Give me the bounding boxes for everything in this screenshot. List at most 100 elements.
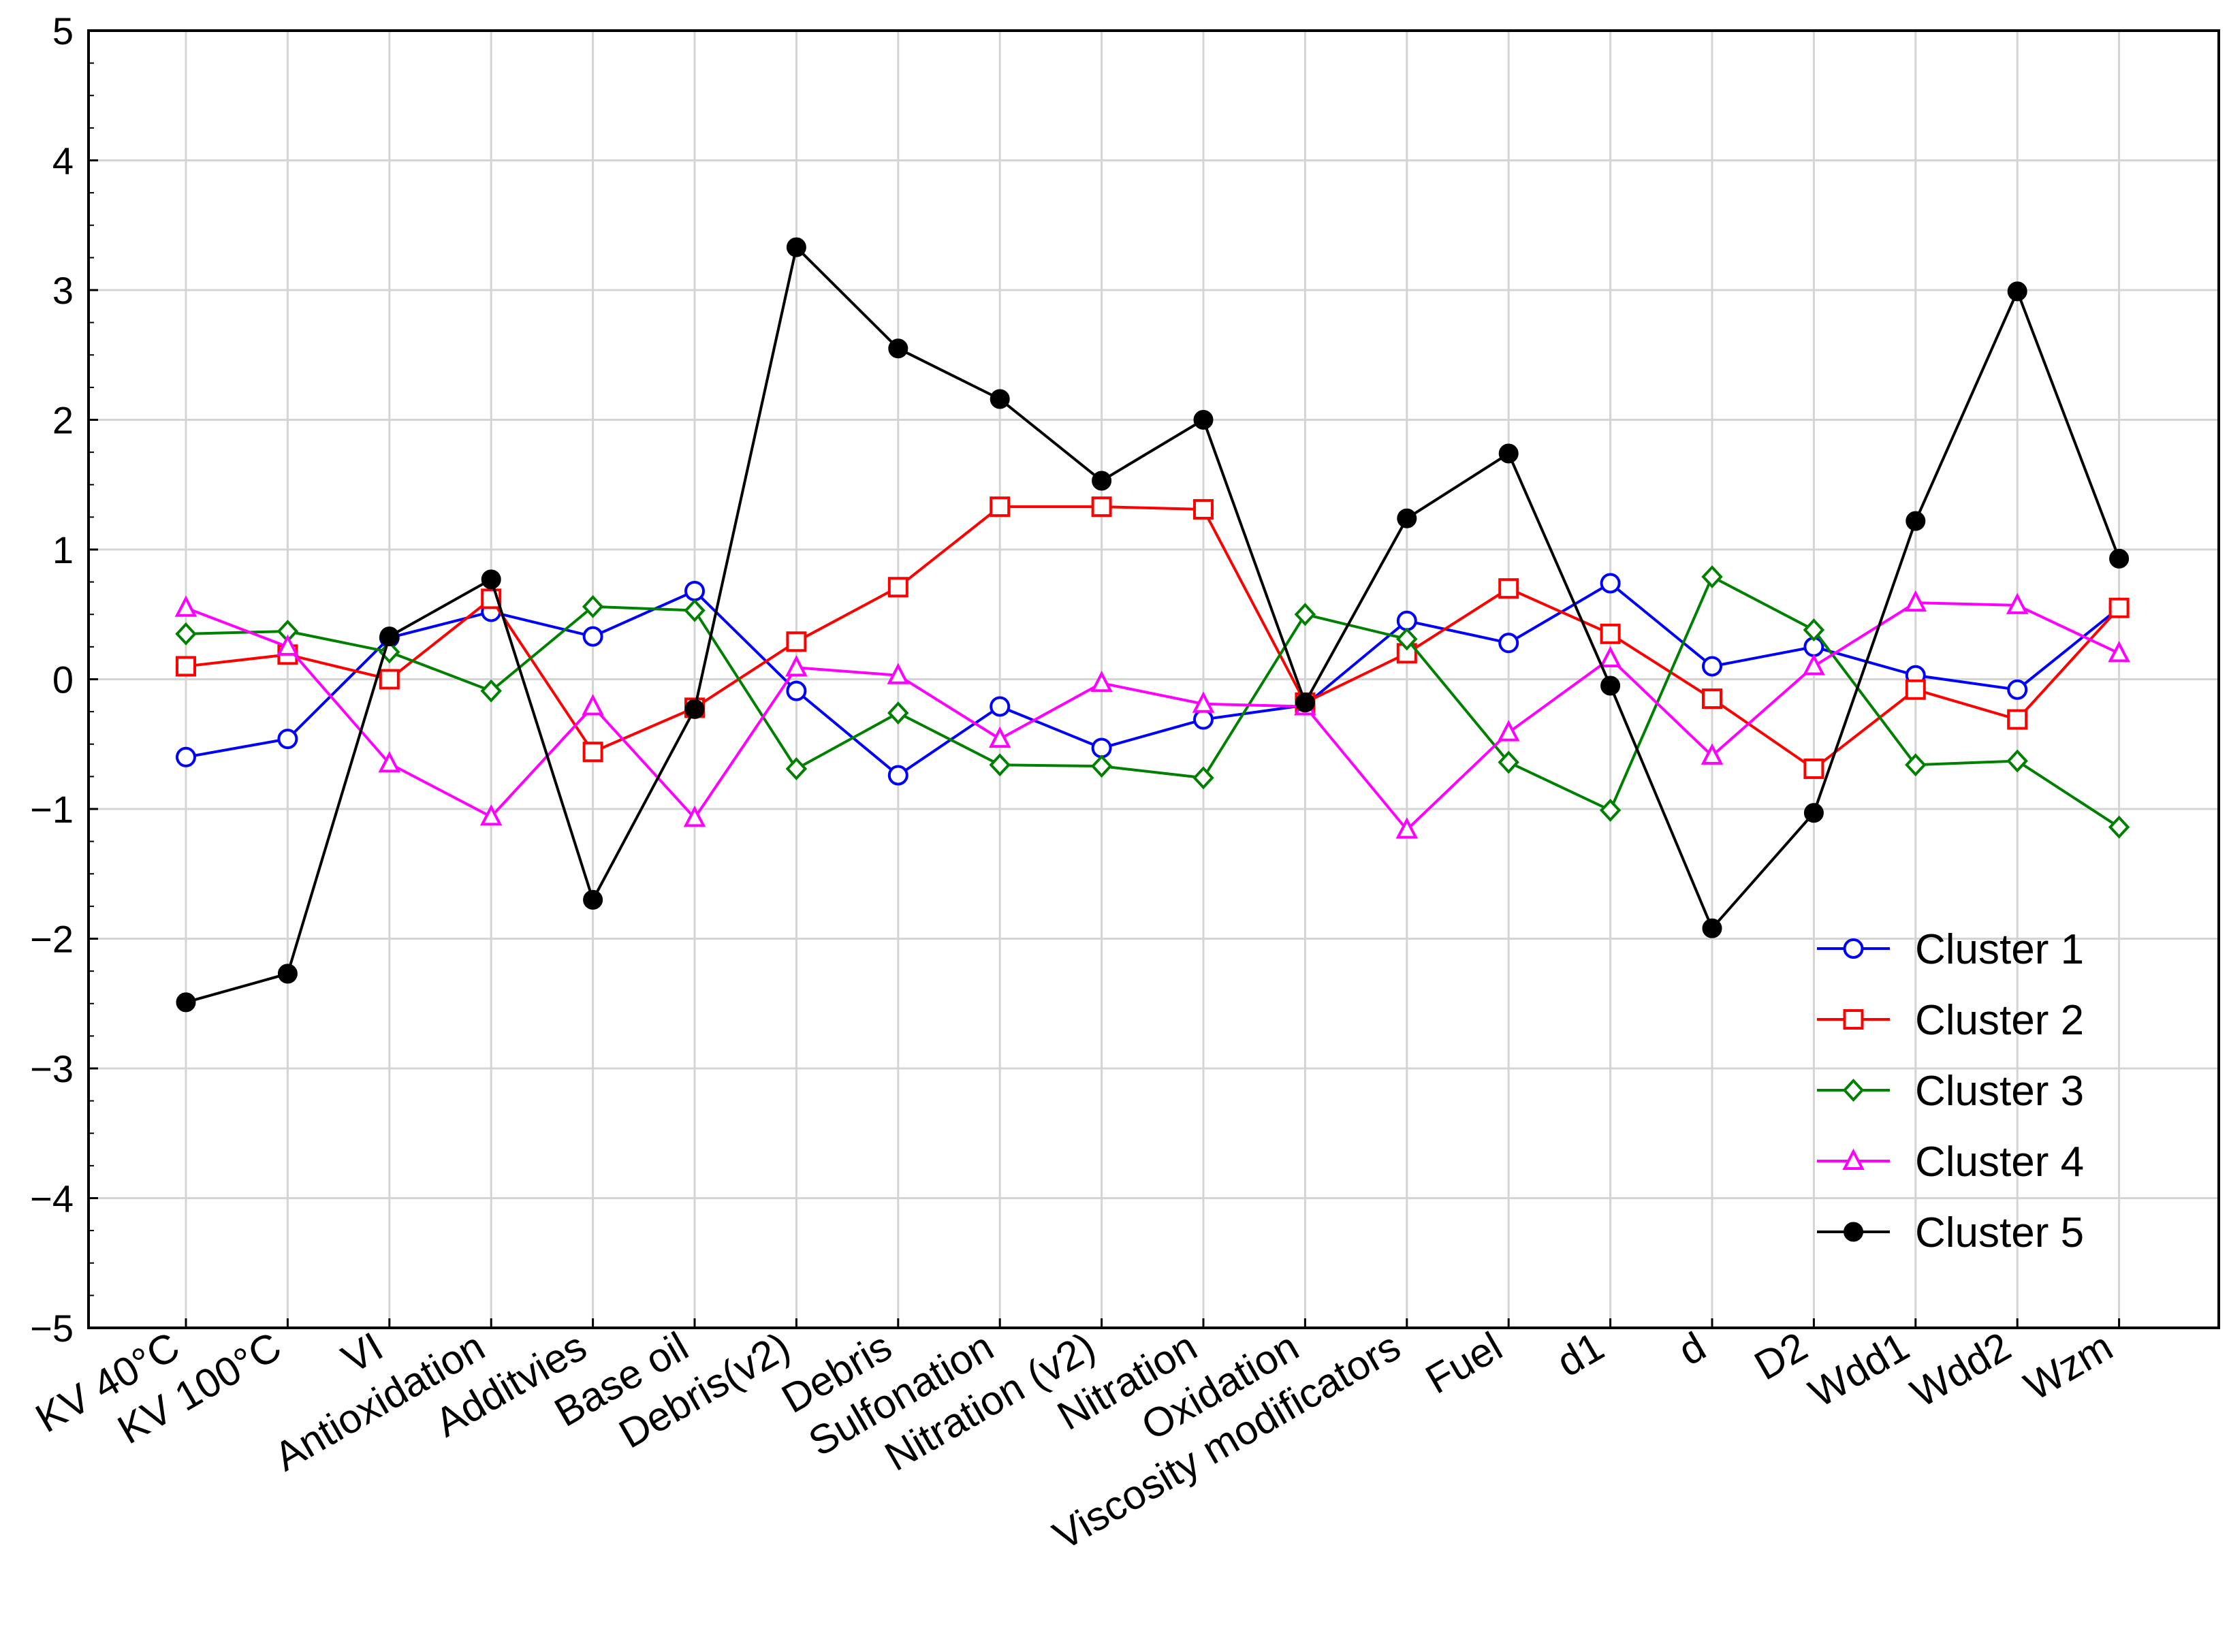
point-cluster-3-debris-v2 bbox=[785, 757, 808, 780]
point-cluster-4-wzm bbox=[2108, 641, 2130, 663]
legend-label: Cluster 2 bbox=[1915, 997, 2084, 1044]
point-cluster-5-d bbox=[1702, 918, 1722, 938]
legend-marker bbox=[1843, 938, 1864, 959]
point-cluster-2-debris bbox=[887, 577, 908, 598]
point-cluster-5-fuel bbox=[1498, 443, 1519, 464]
legend-label: Cluster 5 bbox=[1915, 1209, 2084, 1256]
point-cluster-5-debris bbox=[888, 338, 908, 359]
point-cluster-1-wdd2 bbox=[2007, 679, 2028, 700]
legend-label: Cluster 1 bbox=[1915, 926, 2084, 973]
y-tick-label: 5 bbox=[52, 10, 74, 52]
point-cluster-5-antioxidation bbox=[481, 569, 501, 590]
point-cluster-1-debris-v2 bbox=[786, 680, 807, 701]
point-cluster-5-sulfonation bbox=[990, 389, 1010, 409]
legend-marker bbox=[1842, 1079, 1865, 1102]
point-cluster-3-d bbox=[1701, 565, 1723, 588]
series-line-cluster-4 bbox=[185, 601, 2120, 832]
point-cluster-5-kv-100-c bbox=[277, 964, 298, 984]
point-cluster-4-fuel bbox=[1497, 720, 1520, 742]
point-cluster-1-kv-100-c bbox=[277, 729, 298, 750]
point-cluster-5-wdd2 bbox=[2007, 281, 2027, 302]
legend-label: Cluster 3 bbox=[1915, 1068, 2084, 1115]
point-cluster-4-d1 bbox=[1599, 646, 1622, 668]
y-tick-label: −2 bbox=[30, 918, 74, 961]
point-cluster-2-wzm bbox=[2108, 597, 2130, 618]
point-cluster-4-base-oil bbox=[683, 805, 706, 827]
point-cluster-3-nitration-v2 bbox=[1090, 754, 1113, 778]
legend-item-cluster-5: Cluster 5 bbox=[1817, 1209, 2084, 1256]
point-cluster-1-sulfonation bbox=[990, 696, 1011, 717]
series-cluster-4 bbox=[174, 590, 2130, 839]
y-tick-label: −1 bbox=[30, 788, 74, 831]
point-cluster-2-d bbox=[1702, 688, 1722, 710]
point-cluster-2-nitration bbox=[1193, 498, 1214, 520]
y-tick-label: 2 bbox=[52, 399, 74, 442]
point-cluster-4-d bbox=[1701, 743, 1724, 765]
point-cluster-3-wdd2 bbox=[2006, 749, 2028, 773]
point-cluster-3-kv-40-c bbox=[175, 622, 197, 646]
point-cluster-3-fuel bbox=[1498, 750, 1519, 774]
point-cluster-5-vi bbox=[379, 626, 400, 647]
series-cluster-3 bbox=[175, 565, 2130, 839]
point-cluster-1-nitration bbox=[1193, 709, 1214, 730]
point-cluster-4-nitration bbox=[1192, 691, 1215, 713]
point-cluster-4-debris-v2 bbox=[785, 655, 808, 677]
point-cluster-1-debris bbox=[887, 765, 908, 786]
point-cluster-2-vi bbox=[379, 669, 400, 690]
point-cluster-5-nitration bbox=[1193, 410, 1214, 430]
point-cluster-3-d1 bbox=[1599, 798, 1622, 822]
plot-frame bbox=[87, 29, 2220, 1329]
point-cluster-4-antioxidation bbox=[479, 804, 503, 826]
point-cluster-2-nitration-v2 bbox=[1091, 496, 1112, 518]
point-cluster-3-sulfonation bbox=[989, 753, 1011, 777]
legend-label: Cluster 4 bbox=[1915, 1139, 2084, 1186]
point-cluster-5-d1 bbox=[1600, 676, 1621, 696]
y-tick-label: 1 bbox=[52, 528, 74, 571]
point-cluster-4-vi bbox=[378, 750, 401, 773]
point-cluster-1-fuel bbox=[1498, 633, 1519, 654]
point-cluster-5-nitration-v2 bbox=[1092, 471, 1112, 491]
point-cluster-5-debris-v2 bbox=[786, 237, 806, 257]
point-cluster-3-nitration bbox=[1192, 766, 1214, 790]
legend-marker bbox=[1843, 1009, 1864, 1030]
point-cluster-4-sulfonation bbox=[988, 726, 1011, 748]
point-cluster-3-viscosity-modificators bbox=[1396, 627, 1418, 651]
point-cluster-3-wdd1 bbox=[1905, 753, 1927, 777]
legend-item-cluster-3: Cluster 3 bbox=[1817, 1068, 2084, 1115]
y-tick-label: 0 bbox=[52, 658, 74, 701]
point-cluster-4-kv-100-c bbox=[276, 634, 299, 656]
y-tick-label: 4 bbox=[52, 140, 74, 182]
legend-item-cluster-4: Cluster 4 bbox=[1817, 1139, 2084, 1186]
point-cluster-3-base-oil bbox=[684, 599, 706, 622]
point-cluster-5-wzm bbox=[2109, 548, 2130, 569]
point-cluster-2-d2 bbox=[1803, 758, 1824, 779]
point-cluster-3-antioxidation bbox=[480, 679, 502, 703]
point-cluster-5-kv-40-c bbox=[176, 992, 196, 1013]
point-cluster-4-kv-40-c bbox=[174, 595, 197, 617]
series-line-cluster-2 bbox=[185, 505, 2121, 771]
point-cluster-3-debris bbox=[887, 701, 909, 725]
point-cluster-4-nitration-v2 bbox=[1090, 670, 1113, 693]
legend-marker bbox=[1844, 1222, 1863, 1242]
point-cluster-2-debris-v2 bbox=[786, 631, 807, 652]
legend: Cluster 1 Cluster 2 Cluster 3 Cluster 4 Clus… bbox=[1817, 926, 2084, 1256]
y-tick-label: −3 bbox=[30, 1047, 74, 1090]
point-cluster-5-wdd1 bbox=[1906, 511, 1926, 531]
point-cluster-5-viscosity-modificators bbox=[1397, 508, 1417, 528]
point-cluster-2-fuel bbox=[1498, 578, 1519, 599]
point-cluster-3-additvies bbox=[582, 594, 604, 618]
series bbox=[174, 237, 2130, 1013]
point-cluster-1-d bbox=[1702, 656, 1722, 677]
point-cluster-2-additvies bbox=[582, 742, 603, 763]
point-cluster-4-wdd2 bbox=[2006, 592, 2029, 614]
point-cluster-2-wdd2 bbox=[2007, 709, 2028, 730]
legend-item-cluster-1: Cluster 1 bbox=[1817, 926, 2084, 973]
point-cluster-1-viscosity-modificators bbox=[1396, 610, 1417, 631]
point-cluster-4-debris bbox=[887, 663, 910, 684]
point-cluster-2-d1 bbox=[1600, 623, 1621, 644]
point-cluster-5-d2 bbox=[1803, 803, 1824, 823]
point-cluster-4-additvies bbox=[582, 694, 604, 716]
point-cluster-1-nitration-v2 bbox=[1091, 737, 1112, 759]
